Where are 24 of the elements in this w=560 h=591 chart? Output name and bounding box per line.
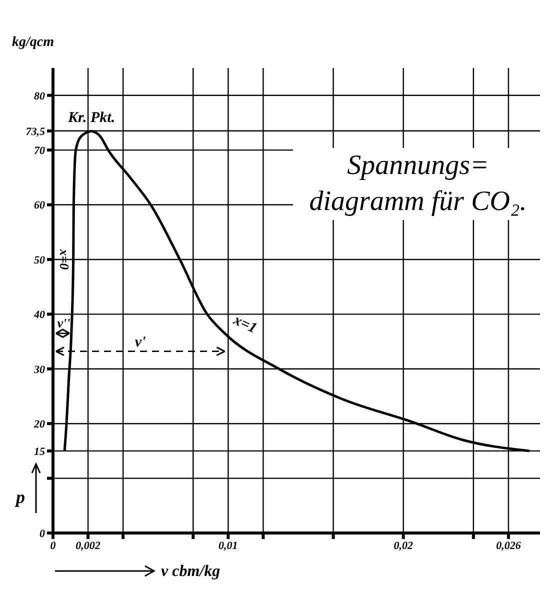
text: x=1 (230, 312, 260, 337)
y-tick-label: 40 (33, 309, 46, 322)
y-tick-label: 70 (34, 144, 46, 157)
y-tick-label: 73,5 (26, 126, 46, 138)
y-tick-label: 30 (33, 364, 46, 376)
text: kg/qcm (12, 35, 54, 50)
x-tick-label: 0,02 (394, 540, 414, 552)
annotation: Kr. Pkt. (66, 110, 116, 126)
y-axis-title: p (14, 487, 25, 507)
y-tick-label: 80 (34, 90, 46, 102)
x-tick-label: 0,01 (218, 540, 238, 552)
x-tick-label: 0,026 (496, 540, 522, 552)
annotation: v' (134, 334, 146, 350)
text: Spannungs=diagramm für CO₂. (293, 148, 543, 220)
x-tick-label: 0,002 (76, 540, 101, 552)
annotation: v'' (57, 315, 71, 330)
x-axis-title: v cbm/kg (161, 563, 220, 580)
y-tick-label: 20 (33, 418, 46, 430)
y-tick-label: 60 (34, 200, 46, 212)
y-tick-label: 0 (40, 528, 46, 540)
y-tick-label: 50 (34, 254, 46, 266)
text: x=0 (57, 248, 72, 270)
x-tick-label: 0 (50, 540, 56, 552)
y-tick-label: 15 (34, 446, 46, 458)
